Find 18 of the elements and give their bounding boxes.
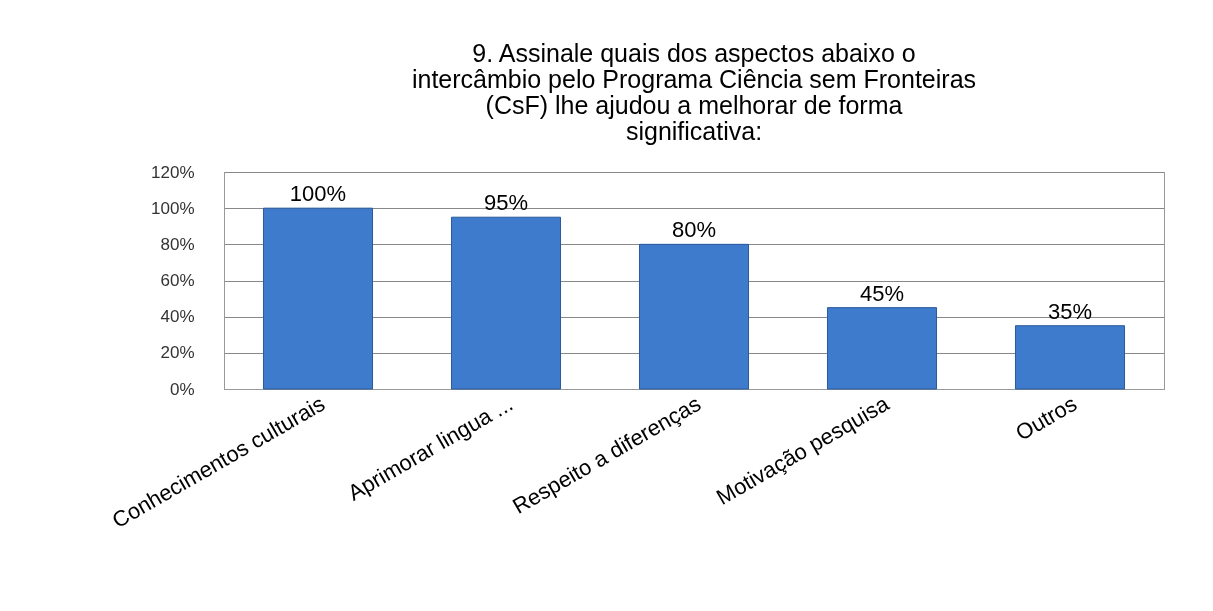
y-tick-label: 40% bbox=[160, 307, 195, 327]
y-tick-label: 120% bbox=[151, 162, 195, 182]
bar bbox=[826, 307, 938, 390]
y-tick-label: 100% bbox=[151, 198, 195, 218]
bar bbox=[450, 216, 562, 390]
data-label: 80% bbox=[671, 217, 717, 243]
data-label: 95% bbox=[483, 190, 529, 216]
y-tick-label: 0% bbox=[169, 379, 195, 399]
data-label: 100% bbox=[289, 181, 347, 207]
y-tick-label: 20% bbox=[160, 343, 195, 363]
y-tick-label: 80% bbox=[160, 234, 195, 254]
y-tick-label: 60% bbox=[160, 271, 195, 290]
bar bbox=[262, 207, 374, 390]
bar bbox=[638, 243, 750, 390]
data-label: 35% bbox=[1047, 298, 1093, 324]
data-label: 45% bbox=[859, 280, 905, 306]
bar bbox=[1014, 325, 1126, 390]
chart-title: 9. Assinale quais dos aspectos abaixo o intercâmbio pelo Programa Ciência sem Fronteiras (CsF) lhe ajudou a melhorar de forma significativa: bbox=[411, 39, 977, 145]
